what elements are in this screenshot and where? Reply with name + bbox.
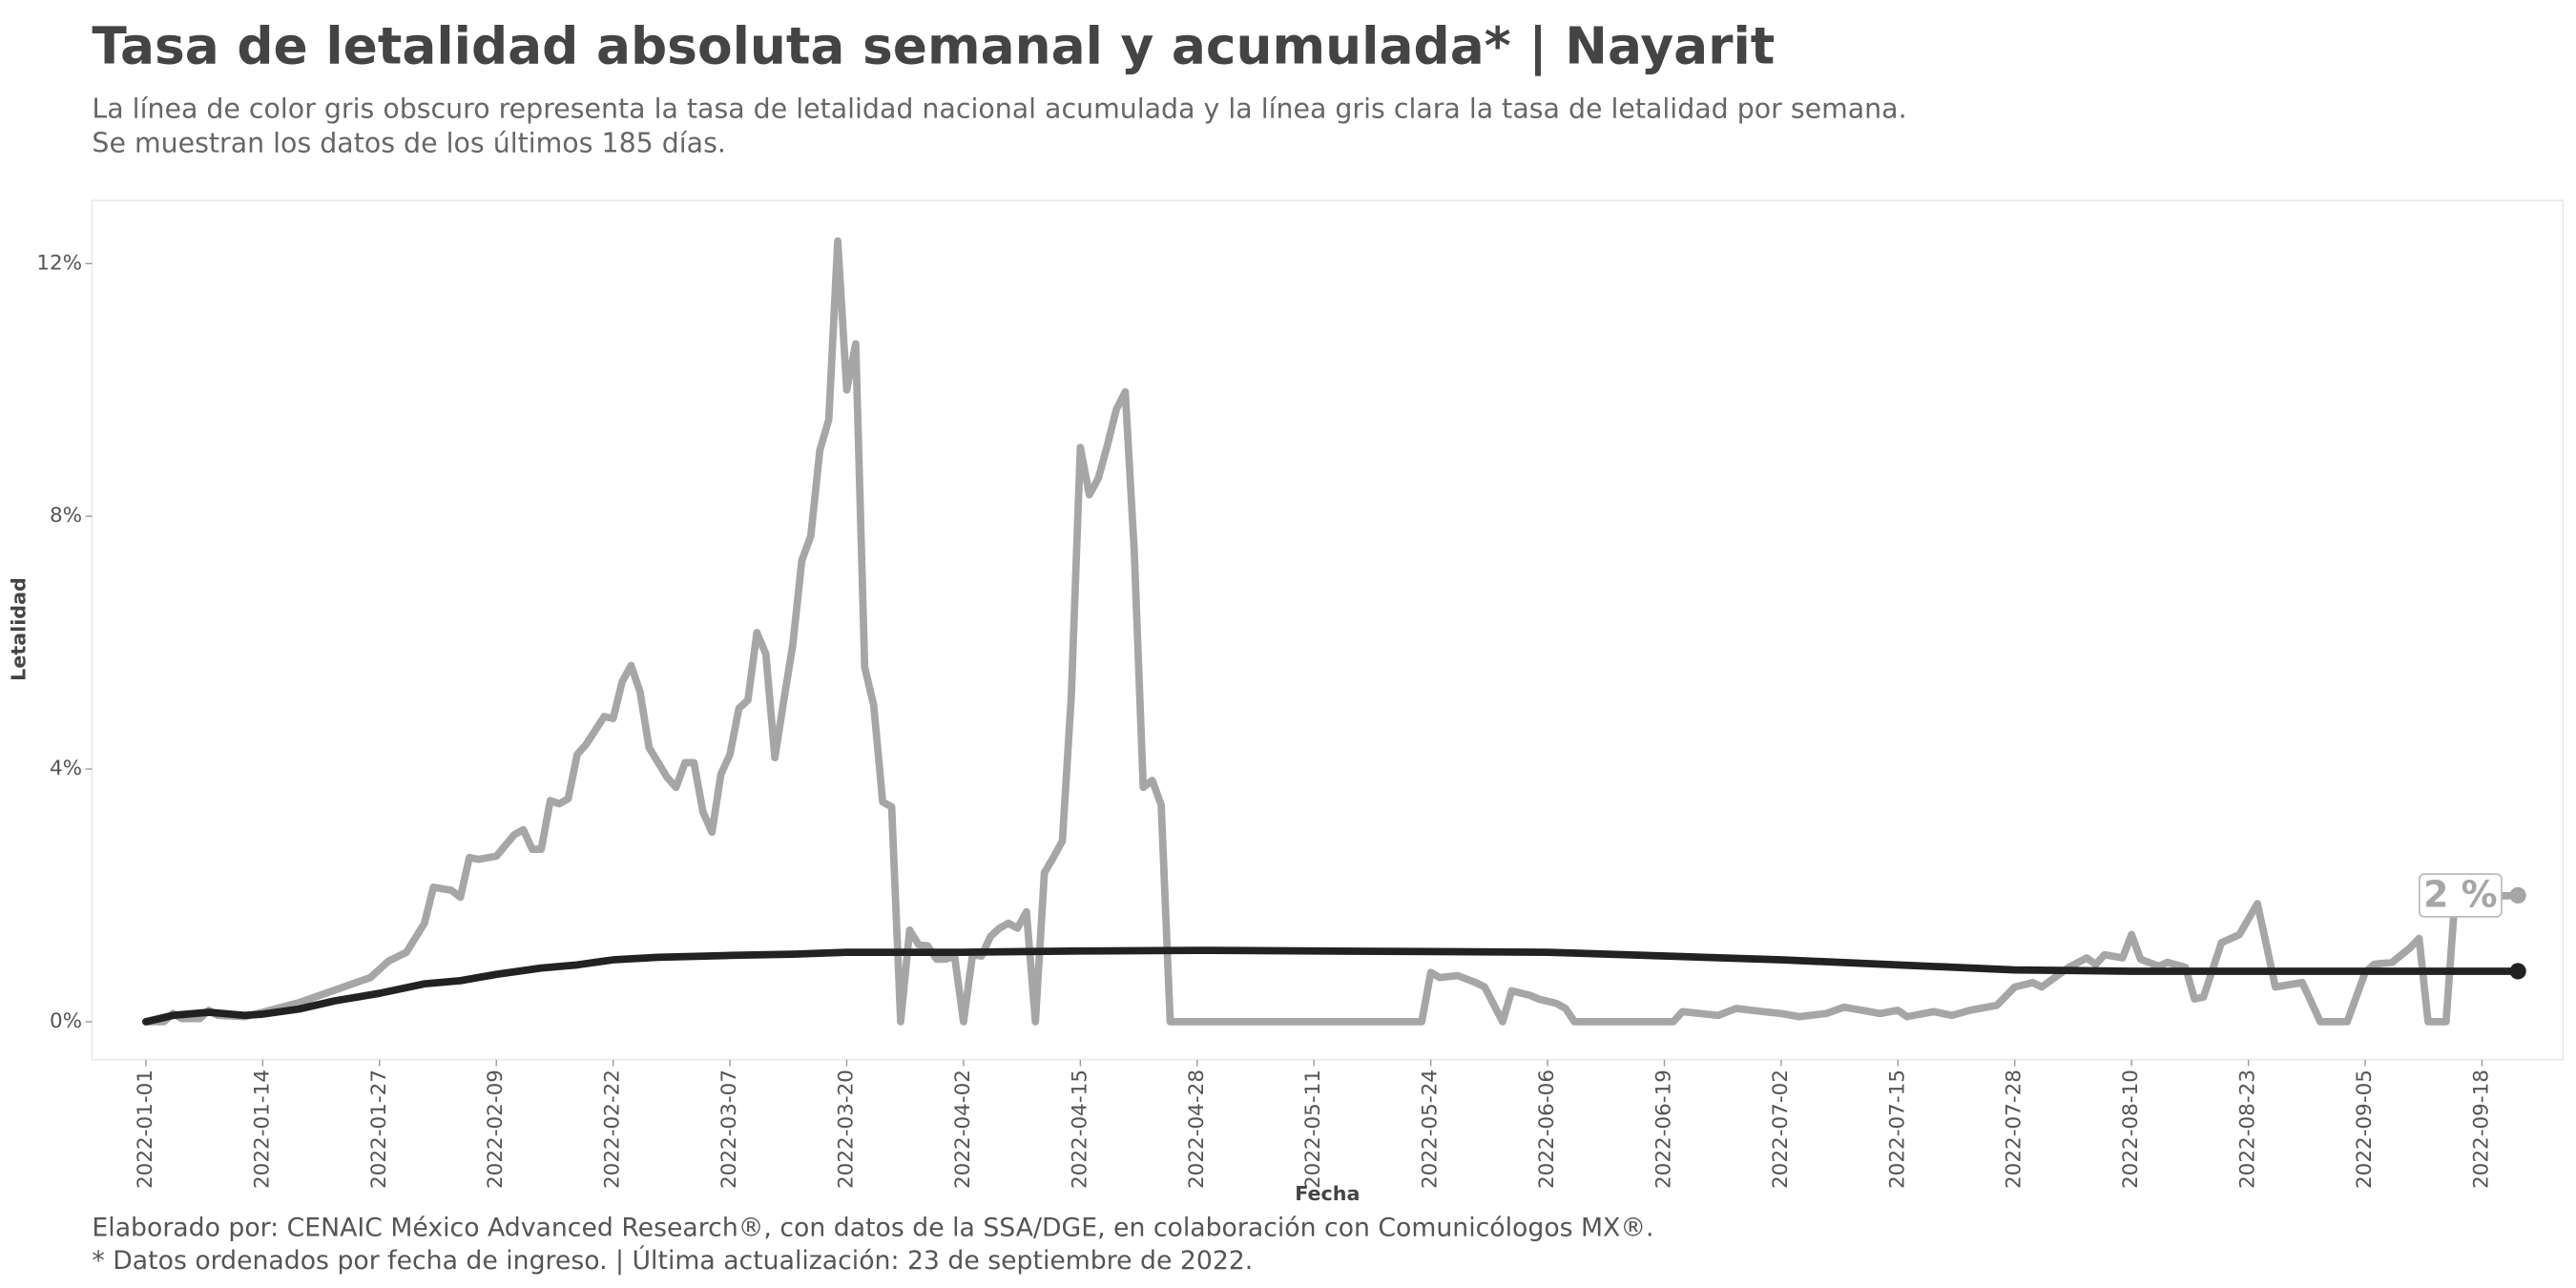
x-tick-label: 2022-08-23 bbox=[2236, 1070, 2260, 1189]
x-tick-label: 2022-06-06 bbox=[1535, 1070, 1559, 1189]
x-tick-label: 2022-02-09 bbox=[484, 1070, 508, 1189]
annotation-box bbox=[2418, 873, 2503, 918]
plot-frame bbox=[91, 199, 2565, 1061]
x-tick-label: 2022-01-01 bbox=[134, 1070, 157, 1189]
annotation: 2 % bbox=[2418, 873, 2503, 918]
x-tick-label: 2022-07-02 bbox=[1769, 1070, 1793, 1189]
x-tick-label: 2022-07-15 bbox=[1885, 1070, 1909, 1189]
x-tick-label: 2022-01-14 bbox=[250, 1070, 274, 1189]
y-tick-label: 0% bbox=[50, 1009, 82, 1033]
x-tick-label: 2022-03-07 bbox=[717, 1070, 741, 1189]
x-tick-label: 2022-04-15 bbox=[1068, 1070, 1091, 1189]
x-tick-label: 2022-04-02 bbox=[951, 1070, 975, 1189]
caption: * Datos ordenados por fecha de ingreso. … bbox=[92, 1245, 1253, 1276]
series-line bbox=[142, 237, 2523, 1026]
end-point bbox=[2509, 886, 2526, 904]
y-axis-label: Letalidad bbox=[8, 577, 31, 681]
y-tick-label: 8% bbox=[50, 504, 82, 528]
x-tick-label: 2022-04-28 bbox=[1185, 1070, 1209, 1189]
x-tick-label: 2022-09-18 bbox=[2469, 1070, 2493, 1189]
y-tick-label: 4% bbox=[50, 757, 82, 780]
subtitle: La línea de color gris obscuro represent… bbox=[92, 93, 1906, 124]
x-tick-label: 2022-05-11 bbox=[1301, 1070, 1325, 1189]
series-line bbox=[142, 946, 2523, 1026]
x-tick-label: 2022-03-20 bbox=[834, 1070, 858, 1189]
x-tick-label: 2022-07-28 bbox=[2003, 1070, 2026, 1189]
subtitle: Se muestran los datos de los últimos 185… bbox=[92, 128, 725, 159]
x-tick-label: 2022-02-22 bbox=[601, 1070, 625, 1189]
caption: Elaborado por: CENAIC México Advanced Re… bbox=[92, 1214, 1653, 1243]
annotation-label: 2 % bbox=[2423, 874, 2498, 916]
end-point bbox=[2509, 963, 2526, 980]
x-tick-label: 2022-05-24 bbox=[1419, 1070, 1443, 1189]
x-tick-label: 2022-08-10 bbox=[2119, 1070, 2143, 1189]
chart-title: Tasa de letalidad absoluta semanal y acu… bbox=[92, 15, 1775, 75]
x-tick-label: 2022-06-19 bbox=[1652, 1070, 1675, 1189]
x-tick-label: 2022-09-05 bbox=[2353, 1070, 2377, 1189]
y-tick-label: 12% bbox=[36, 251, 82, 275]
x-tick-label: 2022-01-27 bbox=[367, 1070, 391, 1189]
x-axis-label: Fecha bbox=[1295, 1182, 1360, 1205]
